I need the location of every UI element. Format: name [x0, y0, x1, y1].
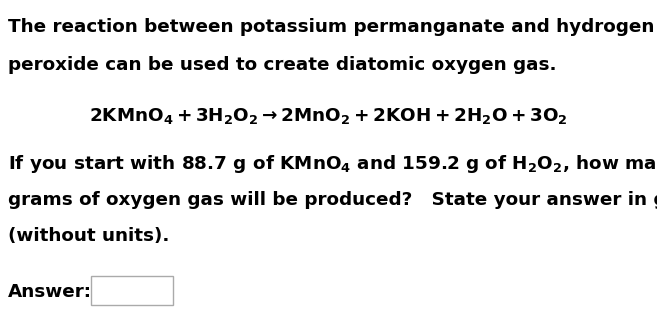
Bar: [91, 276, 173, 305]
Text: If you start with 88.7 g of KMnO$_\mathbf{4}$ and 159.2 g of H$_\mathbf{2}$O$_\m: If you start with 88.7 g of KMnO$_\mathb…: [8, 153, 657, 175]
Text: (without units).: (without units).: [8, 227, 170, 245]
Text: The reaction between potassium permanganate and hydrogen: The reaction between potassium permangan…: [8, 18, 654, 36]
Text: peroxide can be used to create diatomic oxygen gas.: peroxide can be used to create diatomic …: [8, 56, 556, 74]
Text: $\mathbf{2KMnO_4 + 3H_2O_2 \rightarrow 2MnO_2 + 2KOH + 2H_2O + 3O_2}$: $\mathbf{2KMnO_4 + 3H_2O_2 \rightarrow 2…: [89, 106, 568, 126]
Text: Answer:: Answer:: [8, 283, 92, 301]
Text: grams of oxygen gas will be produced?   State your answer in g: grams of oxygen gas will be produced? St…: [8, 191, 657, 209]
